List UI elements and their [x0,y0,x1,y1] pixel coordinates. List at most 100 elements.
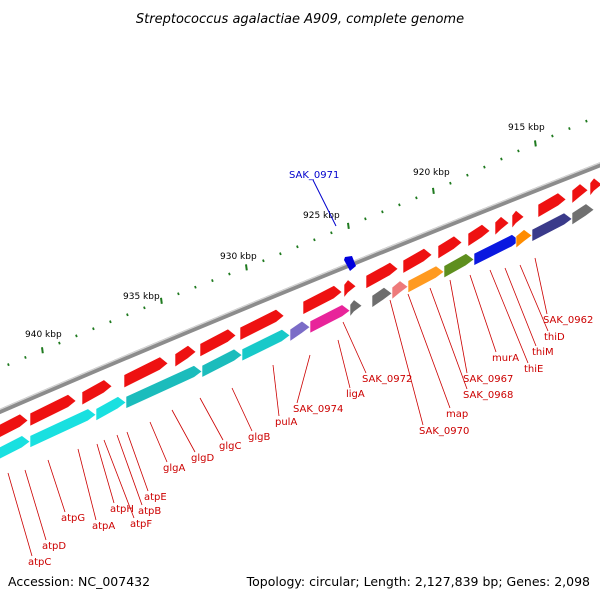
gene-arrow-inner[interactable] [95,396,127,422]
gene-arrow-outer[interactable] [199,328,237,358]
gene-arrow-inner[interactable] [407,265,445,294]
scale-label-930: 930 kbp [220,252,257,262]
gene-label-glgd[interactable]: glgD [191,453,214,464]
gene-label-atpd[interactable]: atpD [42,541,66,552]
scale-tick [279,252,282,256]
gene-label-atph[interactable]: atpH [110,504,134,515]
leader-line [519,264,549,332]
genome-backbone-shine [0,162,600,411]
gene-label-sak_0974[interactable]: SAK_0974 [293,404,343,415]
gene-label-glgb[interactable]: glgB [248,432,270,443]
gene-label-atpb[interactable]: atpB [138,506,161,517]
scale-tick [7,363,10,367]
gene-label-thim[interactable]: thiM [532,347,554,358]
gene-arrow-inner[interactable] [241,329,291,362]
gene-arrow-inner[interactable] [391,280,409,301]
gene-label-glga[interactable]: glgA [163,463,185,474]
gene-label-pula[interactable]: pulA [275,417,297,428]
scale-ticks [7,119,588,367]
scale-tick [177,292,180,296]
leader-line [469,274,497,353]
leader-line [504,267,537,347]
highlight-gene-marker[interactable] [344,256,356,271]
scale-tick [568,127,571,131]
scale-tick [211,279,214,283]
genome-summary-text: Topology: circular; Length: 2,127,839 bp… [246,574,590,589]
gene-label-atpa[interactable]: atpA [92,521,115,532]
scale-tick [364,217,367,221]
gene-arrow-inner[interactable] [309,304,351,334]
gene-label-map[interactable]: map [446,409,468,420]
gene-arrow-inner[interactable] [201,348,243,378]
leader-line [47,459,66,513]
scale-tick [143,306,146,310]
gene-arrow-outer[interactable] [402,248,433,274]
gene-arrow-outer[interactable] [537,192,567,219]
leader-line [199,397,224,441]
scale-tick [58,341,61,345]
gene-arrow-inner[interactable] [443,253,475,279]
gene-arrow-outer[interactable] [571,183,589,205]
gene-arrow-outer[interactable] [174,345,197,368]
gene-arrow-outer[interactable] [437,235,463,260]
gene-arrow-outer[interactable] [29,394,77,427]
gene-label-thie[interactable]: thiE [524,364,543,375]
gene-label-atpf[interactable]: atpF [130,519,152,530]
gene-arrow-inner[interactable] [515,229,533,249]
gene-arrow-outer[interactable] [239,308,285,341]
gene-arrow-outer[interactable] [81,379,113,406]
scale-tick [585,119,588,123]
leader-line [96,443,115,504]
gene-label-thid[interactable]: thiD [544,332,565,343]
leader-line [389,299,424,426]
leader-line [407,293,451,409]
leader-line [337,339,351,389]
leader-line [429,287,468,390]
gene-arrow-inner[interactable] [531,212,573,243]
gene-arrow-inner[interactable] [0,435,31,464]
gene-label-atpc[interactable]: atpC [28,557,51,568]
gene-label-sak_0968[interactable]: SAK_0968 [463,390,513,401]
highlight-gene-label[interactable]: SAK_0971 [289,170,339,181]
scale-tick [109,320,112,324]
gene-arrow-outer[interactable] [494,216,510,237]
leader-line [24,469,47,541]
gene-arrow-inner[interactable] [289,320,311,342]
gene-label-sak_0970[interactable]: SAK_0970 [419,426,469,437]
gene-label-mura[interactable]: murA [492,353,519,364]
gene-label-glgc[interactable]: glgC [219,441,241,452]
gene-arrow-outer[interactable] [343,279,357,299]
gene-label-liga[interactable]: ligA [346,389,365,400]
gene-arrow-inner[interactable] [349,299,363,318]
scale-tick [415,196,418,200]
gene-arrow-inner[interactable] [571,203,595,226]
gene-labels: SAK_0962 thiD thiM thiE murA SAK_0967 SAK_0968… [28,315,593,568]
leader-line [7,472,33,557]
scale-tick [262,259,265,263]
scale-label-940: 940 kbp [25,330,62,340]
gene-arrow-inner[interactable] [125,365,203,409]
leader-line [272,364,280,417]
scale-tick [347,222,350,229]
leader-line [449,279,468,374]
gene-arrow-inner[interactable] [473,234,521,267]
leader-line [171,409,196,453]
gene-arrow-outer[interactable] [511,209,525,230]
gene-arrow-outer[interactable] [365,262,399,290]
scale-tick [551,134,554,138]
gene-label-sak_0972[interactable]: SAK_0972 [362,374,412,385]
gene-label-sak_0962[interactable]: SAK_0962 [543,315,593,326]
gene-arrow-outer[interactable] [123,356,169,389]
gene-arrow-inner[interactable] [371,287,393,309]
leader-line [103,439,135,519]
gene-label-atpe[interactable]: atpE [144,492,167,503]
gene-arrow-outer[interactable] [467,224,491,248]
gene-label-atpg[interactable]: atpG [61,513,85,524]
scale-tick [313,238,316,242]
gene-arrow-outer[interactable] [302,285,343,316]
gene-arrow-inner[interactable] [29,408,97,449]
gene-label-sak_0967[interactable]: SAK_0967 [463,374,513,385]
gene-arrow-outer[interactable] [0,413,29,442]
gene-arrow-outer[interactable] [589,177,600,197]
leader-line [116,434,143,506]
